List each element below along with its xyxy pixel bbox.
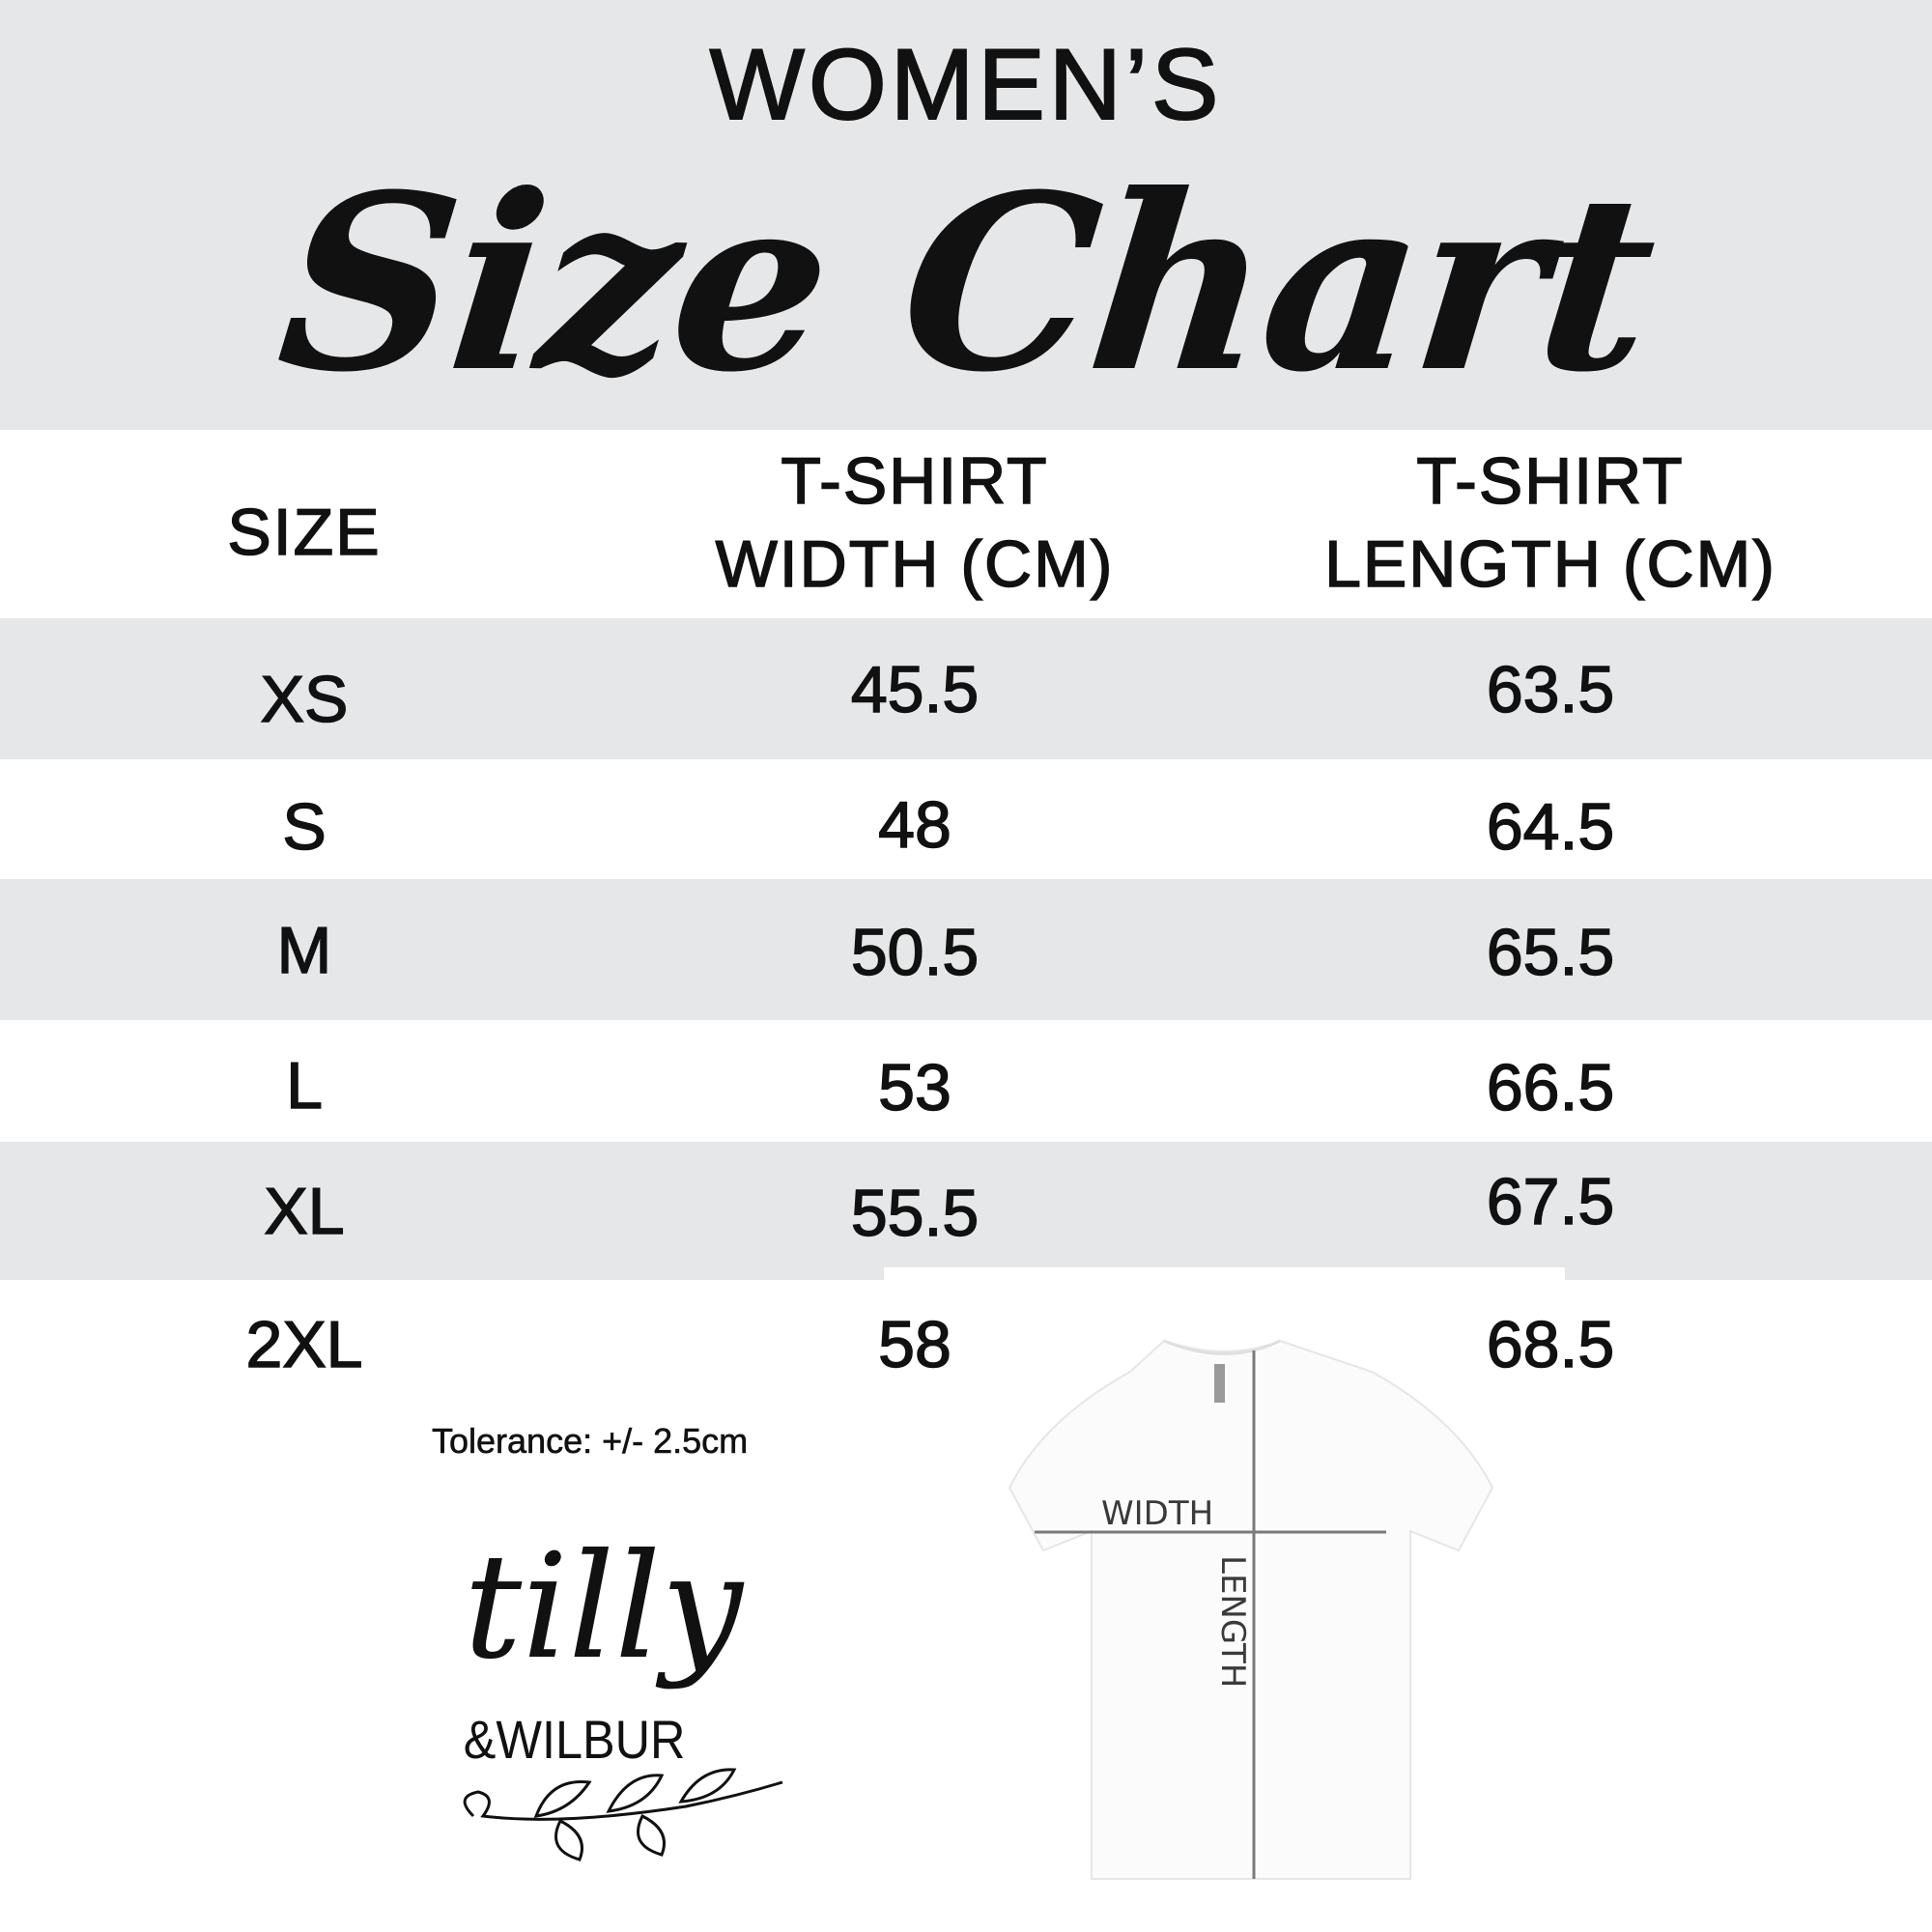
length-cell: 67.5 xyxy=(1486,1165,1615,1238)
header-line: T-SHIRT xyxy=(1416,443,1685,519)
leaf-branch-icon xyxy=(463,1768,783,1861)
width-label: WIDTH xyxy=(1101,1494,1213,1533)
length-cell: 65.5 xyxy=(1486,916,1615,989)
header-line: T-SHIRT xyxy=(781,443,1049,519)
size-cell: L xyxy=(285,1049,323,1122)
tag-icon xyxy=(1214,1364,1225,1403)
size-cell: 2XL xyxy=(245,1308,364,1381)
length-cell: 68.5 xyxy=(1486,1308,1615,1381)
length-cell: 64.5 xyxy=(1486,790,1615,864)
column-header-length: T-SHIRT LENGTH (CM) xyxy=(1261,440,1840,606)
subtitle: WOMEN’S xyxy=(709,29,1223,141)
size-cell: M xyxy=(276,914,332,987)
width-cell: 55.5 xyxy=(850,1177,980,1250)
width-cell: 50.5 xyxy=(850,916,980,989)
width-cell: 45.5 xyxy=(850,653,980,726)
size-cell: S xyxy=(282,790,327,864)
header-line: LENGTH (CM) xyxy=(1323,526,1776,602)
row-band xyxy=(0,879,1932,1020)
tshirt-icon xyxy=(1008,1339,1494,1880)
tshirt-diagram: WIDTH LENGTH xyxy=(1008,1339,1494,1880)
logo-subtext: &WILBUR xyxy=(464,1711,686,1771)
size-cell: XL xyxy=(264,1175,346,1248)
band-notch xyxy=(884,1267,1565,1281)
width-cell: 53 xyxy=(877,1051,952,1124)
width-cell: 48 xyxy=(877,788,952,862)
size-cell: XS xyxy=(260,663,349,736)
tolerance-note: Tolerance: +/- 2.5cm xyxy=(432,1421,749,1461)
length-cell: 63.5 xyxy=(1486,653,1615,726)
header-band xyxy=(0,0,1932,430)
logo-text: tilly xyxy=(464,1523,745,1691)
page-title: Size Chart xyxy=(268,141,1664,425)
row-band xyxy=(0,618,1932,759)
row-band xyxy=(0,1142,1932,1280)
length-label: LENGTH xyxy=(1213,1555,1252,1688)
length-cell: 66.5 xyxy=(1486,1051,1615,1124)
brand-logo: tilly &WILBUR xyxy=(463,1523,783,1861)
collar xyxy=(1163,1339,1281,1355)
header-line: WIDTH (CM) xyxy=(715,526,1115,602)
column-header-size: SIZE xyxy=(227,495,382,570)
width-cell: 58 xyxy=(877,1308,952,1381)
column-header-width: T-SHIRT WIDTH (CM) xyxy=(673,440,1156,606)
